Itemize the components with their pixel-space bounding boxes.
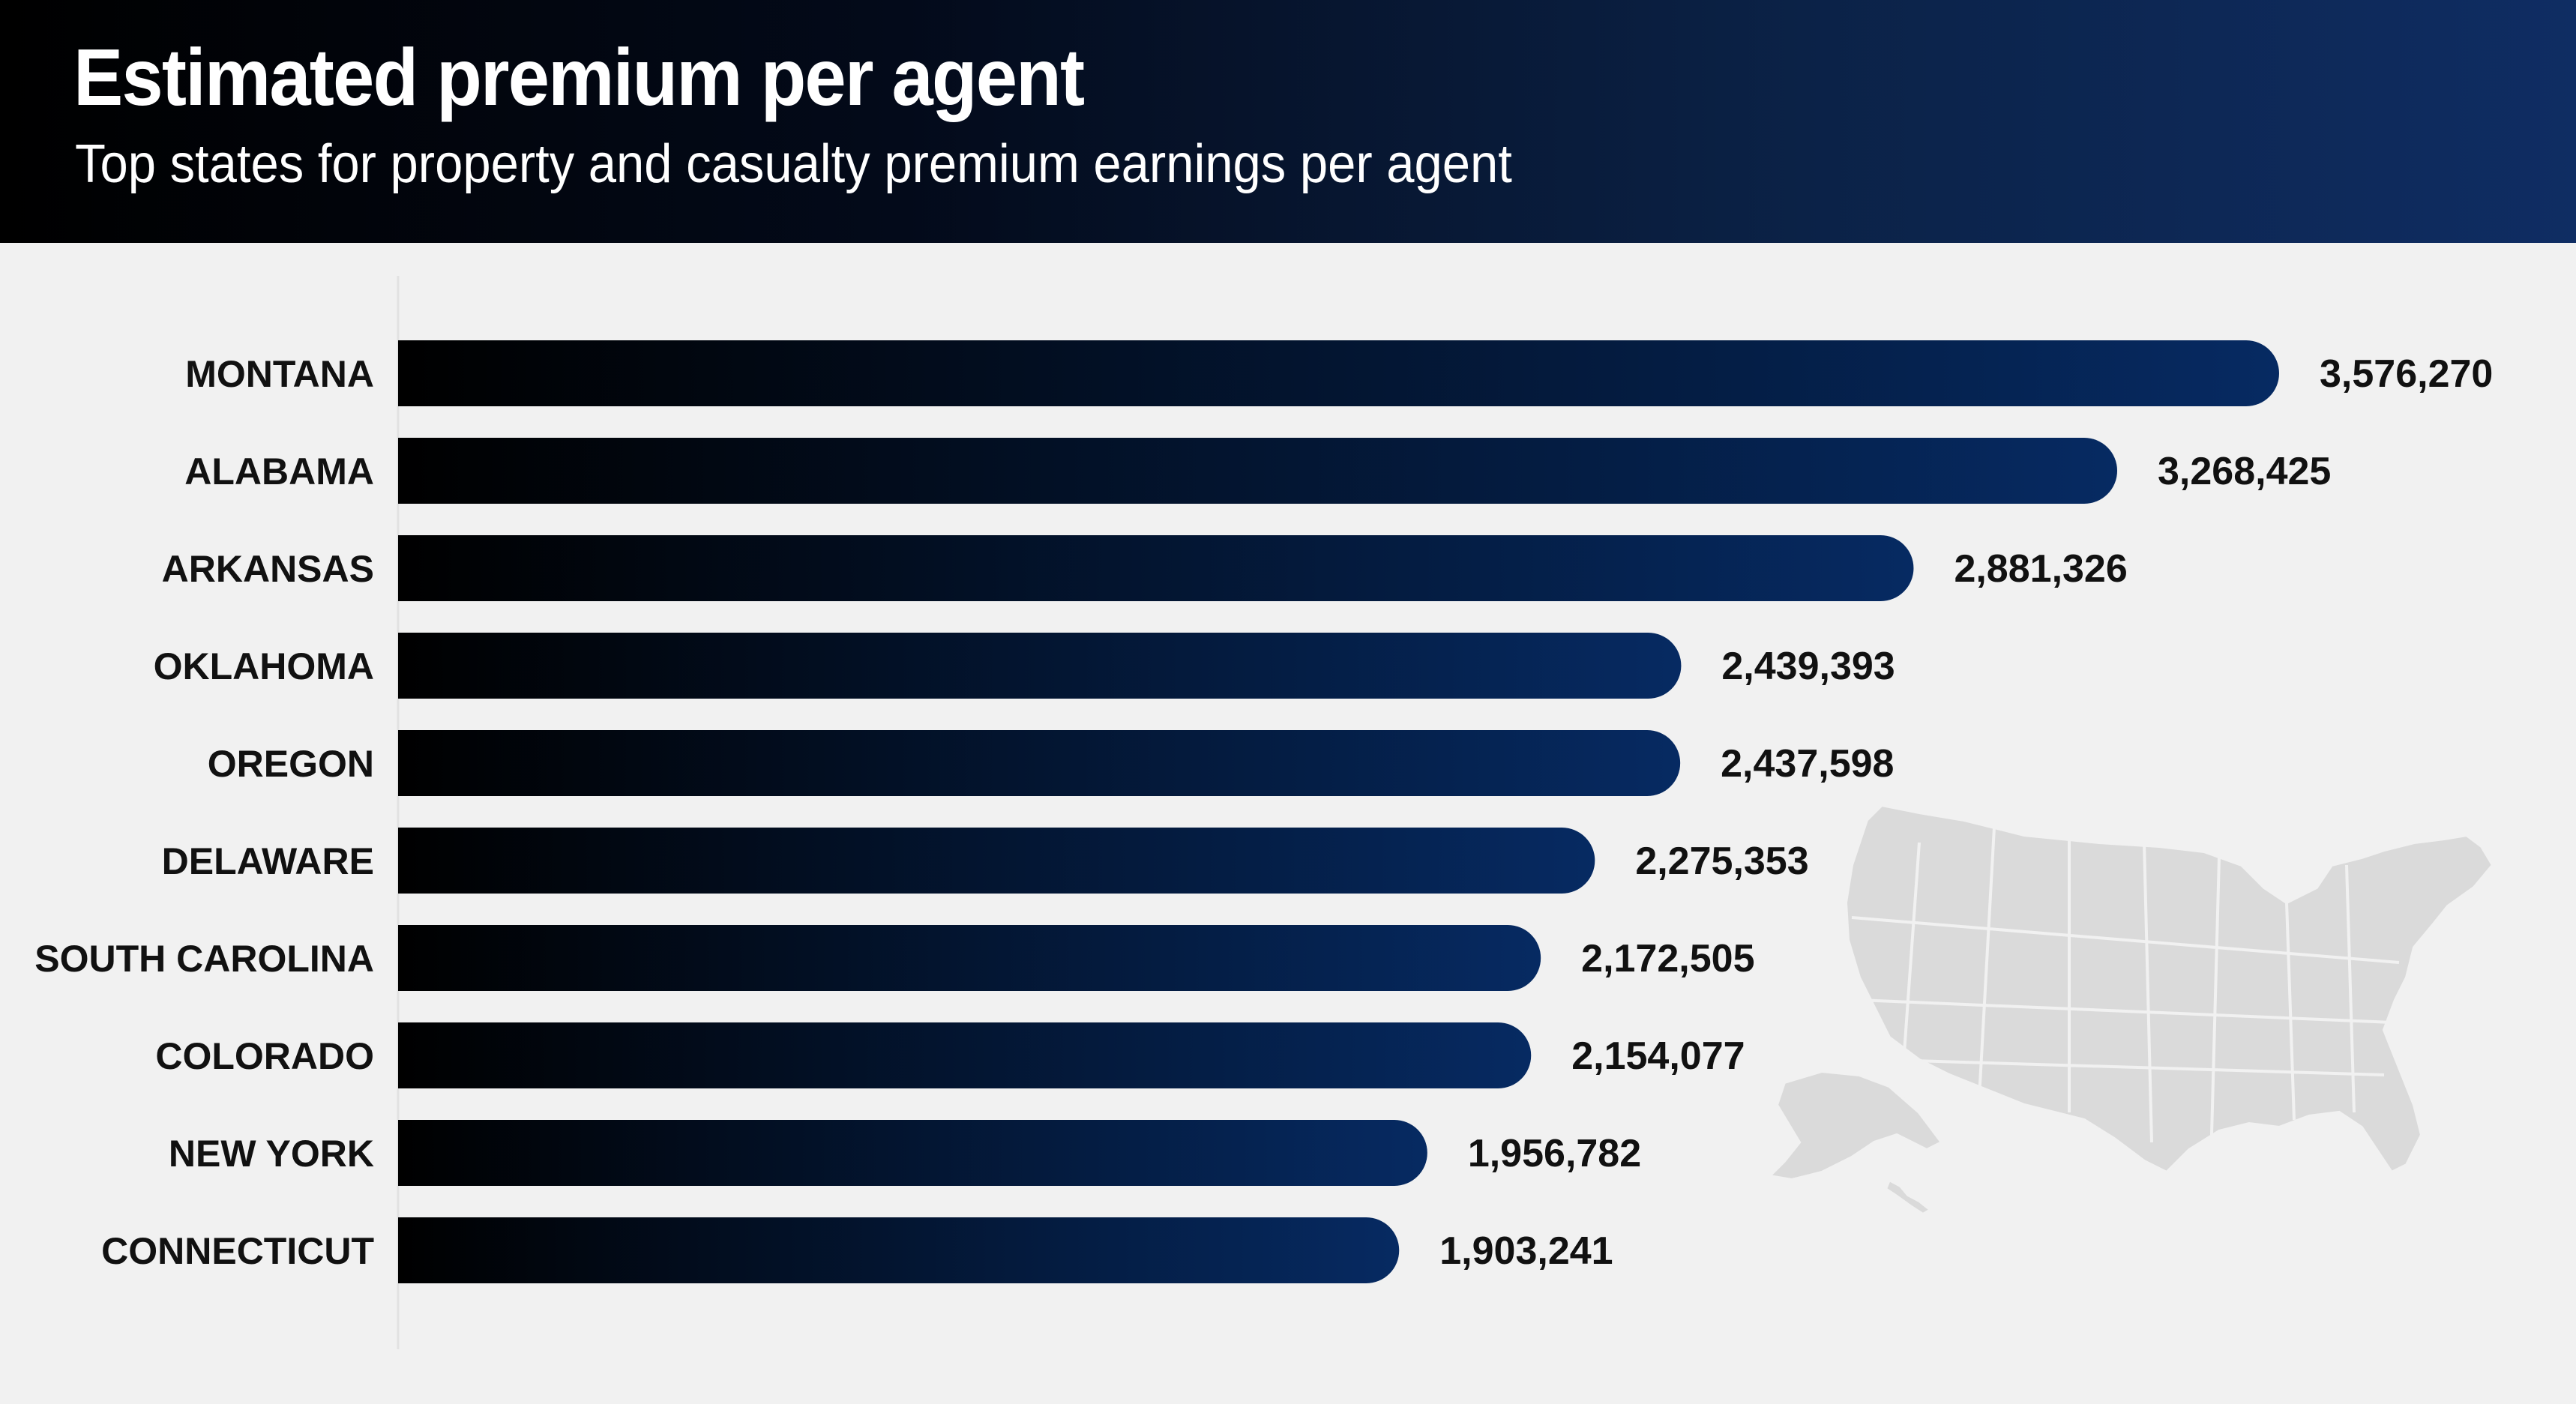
value-label: 2,881,326: [1954, 547, 2127, 591]
chart-subtitle: Top states for property and casualty pre…: [75, 134, 1512, 194]
bar-chart: MONTANA 3,576,270 ALABAMA 3,268,425 ARKANSAS…: [34, 276, 2495, 1349]
value-label: 2,275,353: [1635, 840, 1808, 883]
usa-map-icon: [1766, 803, 2495, 1217]
bar-colorado: [398, 1022, 1532, 1088]
bar-connecticut: [398, 1217, 1400, 1283]
category-label: CONNECTICUT: [101, 1230, 374, 1272]
value-label: 2,172,505: [1581, 937, 1754, 980]
category-label: OKLAHOMA: [154, 645, 374, 687]
bar-oregon: [398, 730, 1681, 796]
category-label: ALABAMA: [184, 451, 374, 492]
value-label: 2,154,077: [1571, 1034, 1745, 1078]
bar-south-carolina: [398, 925, 1541, 991]
value-label: 1,903,241: [1439, 1229, 1613, 1273]
value-label: 2,439,393: [1721, 645, 1895, 688]
category-label: NEW YORK: [169, 1133, 374, 1175]
bar-montana: [398, 340, 2279, 406]
category-label: OREGON: [208, 743, 374, 785]
bar-delaware: [398, 828, 1595, 894]
category-label: MONTANA: [185, 353, 374, 395]
bar-new-york: [398, 1120, 1427, 1186]
bar-alabama: [398, 438, 2118, 504]
value-label: 3,268,425: [2158, 450, 2331, 493]
value-label: 1,956,782: [1468, 1132, 1641, 1175]
value-label: 3,576,270: [2320, 352, 2493, 396]
category-label: ARKANSAS: [162, 548, 374, 590]
bar-arkansas: [398, 535, 1914, 601]
chart-title: Estimated premium per agent: [73, 31, 1085, 122]
value-label: 2,437,598: [1721, 742, 1894, 786]
header-banner: Estimated premium per agent Top states f…: [0, 0, 2576, 243]
category-label: COLORADO: [155, 1035, 374, 1077]
bar-oklahoma: [398, 633, 1682, 699]
category-label: DELAWARE: [162, 840, 374, 882]
category-label: SOUTH CAROLINA: [34, 938, 374, 980]
